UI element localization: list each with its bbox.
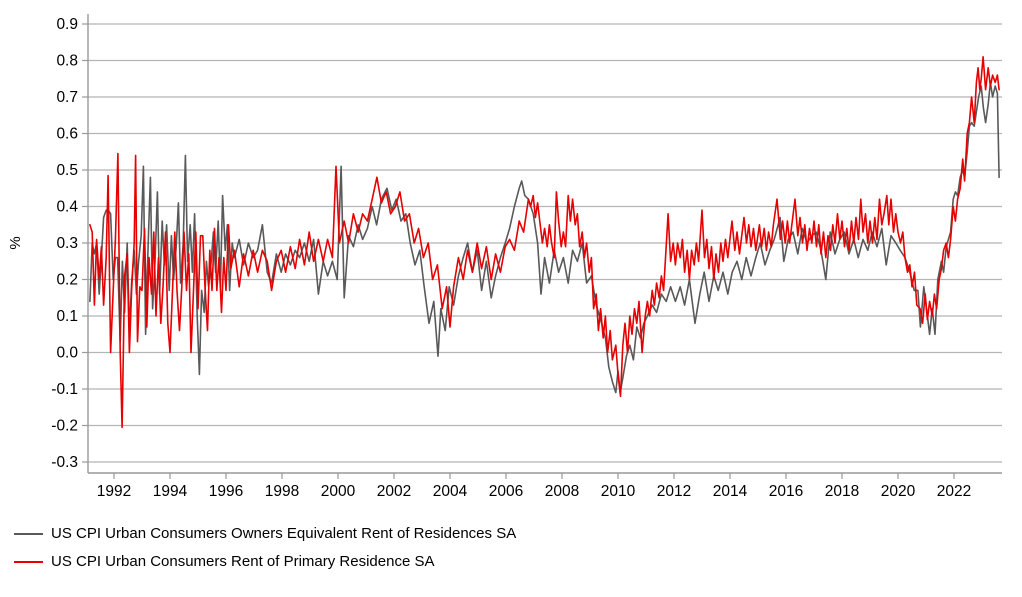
legend-swatch-rent <box>14 560 43 563</box>
y-tick-label: 0.3 <box>56 235 78 252</box>
legend-item-oer: US CPI Urban Consumers Owners Equivalent… <box>14 524 516 543</box>
y-axis-label: % <box>7 236 24 249</box>
legend-label-rent: US CPI Urban Consumers Rent of Primary R… <box>51 553 435 570</box>
x-tick-label: 2016 <box>769 483 803 500</box>
y-tick-label: -0.3 <box>51 454 78 471</box>
x-tick-label: 2006 <box>489 483 523 500</box>
y-tick-label: 0.2 <box>56 272 78 289</box>
x-tick-label: 2020 <box>881 483 916 500</box>
x-tick-label: 2018 <box>825 483 859 500</box>
y-tick-label: 0.1 <box>56 308 78 325</box>
series-line-rent <box>89 55 1000 429</box>
y-tick-label: 0.4 <box>56 199 78 216</box>
series-line-oer <box>89 81 1000 394</box>
x-tick-label: 2014 <box>713 483 748 500</box>
axis-layer: 0.9 0.8 0.7 0.6 0.5 0.4 0.3 0.2 0.1 0.0 -0.1 -0.2 -0… <box>51 14 1002 500</box>
y-tick-label: 0.0 <box>56 345 78 362</box>
x-tick-label: 1994 <box>153 483 188 500</box>
x-tick-label: 1992 <box>97 483 131 500</box>
y-tick-label: -0.2 <box>51 418 78 435</box>
legend-item-rent: US CPI Urban Consumers Rent of Primary R… <box>14 552 516 571</box>
x-tick-label: 1996 <box>209 483 243 500</box>
series-layer <box>89 55 1000 429</box>
chart-legend: US CPI Urban Consumers Owners Equivalent… <box>14 524 516 571</box>
x-tick-label: 2022 <box>937 483 971 500</box>
y-tick-label: 0.9 <box>56 16 78 33</box>
x-tick-label: 2010 <box>601 483 636 500</box>
x-tick-label: 2008 <box>545 483 579 500</box>
x-tick-label: 1998 <box>265 483 299 500</box>
legend-label-oer: US CPI Urban Consumers Owners Equivalent… <box>51 525 517 542</box>
x-tick-label: 2000 <box>321 483 356 500</box>
grid-layer <box>88 23 1002 463</box>
x-tick-label: 2004 <box>433 483 468 500</box>
y-tick-label: 0.6 <box>56 126 78 143</box>
y-tick-label: 0.8 <box>56 53 78 70</box>
y-tick-label: 0.5 <box>56 162 78 179</box>
legend-swatch-oer <box>14 532 43 535</box>
x-tick-label: 2012 <box>657 483 691 500</box>
x-tick-label: 2002 <box>377 483 411 500</box>
y-tick-label: -0.1 <box>51 381 78 398</box>
y-tick-label: 0.7 <box>56 89 78 106</box>
